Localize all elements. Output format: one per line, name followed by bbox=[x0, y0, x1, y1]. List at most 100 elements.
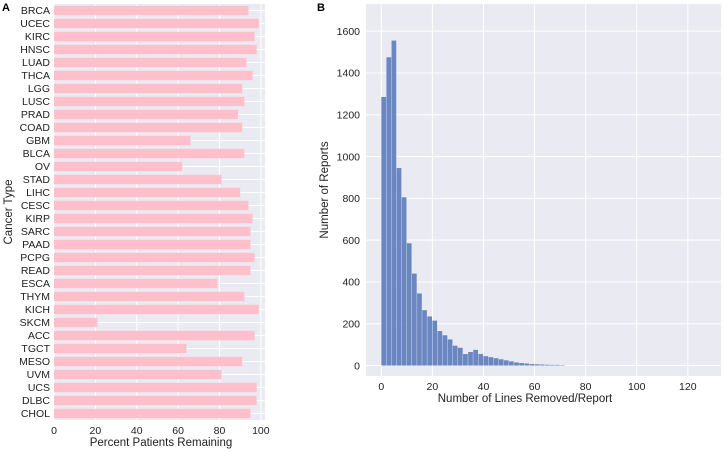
histogram-bar bbox=[473, 349, 478, 366]
bar-coad bbox=[54, 122, 243, 133]
y-tick-label-b: 600 bbox=[342, 235, 360, 247]
bar-esca bbox=[54, 278, 218, 289]
y-tick-label-a: THYM bbox=[20, 291, 50, 303]
y-tick-label-a: UVM bbox=[27, 369, 50, 381]
y-tick-label-b: 800 bbox=[342, 193, 360, 205]
histogram-bar bbox=[447, 339, 453, 366]
bar-dlbc bbox=[54, 395, 257, 406]
x-tick-labels-b: 0 20 40 60 80 100 120 bbox=[378, 381, 696, 393]
y-tick-labels-b: 0 200 400 600 800 1000 1200 1400 1600 bbox=[337, 26, 361, 372]
bar-sarc bbox=[54, 226, 251, 237]
y-tick-label-a: LUAD bbox=[22, 57, 50, 69]
y-tick-label-b: 1600 bbox=[337, 26, 361, 38]
y-tick-label-b: 1400 bbox=[337, 68, 361, 80]
bar-meso bbox=[54, 356, 243, 367]
histogram-bar bbox=[422, 310, 427, 366]
y-tick-label-a: LGG bbox=[28, 83, 50, 95]
histogram-bar bbox=[519, 363, 524, 366]
y-tick-label-a: TGCT bbox=[21, 343, 50, 355]
chart-panel-b: 0 200 400 600 800 1000 1200 1400 1600 0 20 40 60 80 1… bbox=[319, 4, 721, 405]
y-tick-label-a: READ bbox=[21, 265, 51, 277]
bar-pcpg bbox=[54, 252, 255, 263]
y-tick-label-a: KIRC bbox=[25, 31, 51, 43]
y-tick-label-a: LIHC bbox=[26, 187, 50, 199]
histogram-bar bbox=[554, 364, 560, 366]
bar-tgct bbox=[54, 343, 187, 354]
bar-lusc bbox=[54, 96, 245, 107]
chart-panel-a: BRCAUCECKIRCHNSCLUADTHCALGGLUSCPRADCOADG… bbox=[3, 4, 270, 449]
y-tick-label-a: DLBC bbox=[22, 395, 50, 407]
y-tick-label-a: OV bbox=[35, 161, 50, 173]
y-tick-label-a: BLCA bbox=[23, 148, 50, 160]
bar-cesc bbox=[54, 200, 249, 211]
bars-b bbox=[381, 40, 565, 366]
histogram-bar bbox=[478, 354, 484, 366]
bar-ucec bbox=[54, 18, 259, 29]
histogram-bar bbox=[437, 331, 443, 366]
bar-gbm bbox=[54, 135, 191, 146]
y-tick-label-a: PCPG bbox=[20, 252, 50, 264]
bar-hnsc bbox=[54, 44, 257, 55]
histogram-bar bbox=[391, 40, 397, 366]
bar-kirp bbox=[54, 213, 253, 224]
y-tick-label-a: ACC bbox=[28, 330, 51, 342]
x-tick-label-b: 100 bbox=[628, 381, 646, 393]
x-tick-label-a: 20 bbox=[90, 425, 102, 437]
y-tick-label-a: PAAD bbox=[22, 239, 50, 251]
bar-lgg bbox=[54, 83, 243, 94]
bar-kirc bbox=[54, 31, 255, 42]
bar-chol bbox=[54, 408, 251, 419]
bar-paad bbox=[54, 239, 251, 250]
x-tick-label-a: 80 bbox=[214, 425, 226, 437]
histogram-bar bbox=[514, 362, 519, 366]
histogram-bar bbox=[539, 364, 545, 366]
histogram-bar bbox=[406, 243, 412, 366]
bar-skcm bbox=[54, 317, 98, 328]
bar-read bbox=[54, 265, 251, 276]
histogram-bar bbox=[411, 273, 417, 366]
y-tick-label-b: 0 bbox=[354, 360, 360, 372]
x-tick-label-a: 0 bbox=[51, 425, 57, 437]
histogram-bar bbox=[483, 356, 489, 366]
histogram-bar bbox=[544, 364, 550, 366]
y-tick-label-a: KICH bbox=[25, 304, 50, 316]
y-tick-label-a: KIRP bbox=[25, 213, 50, 225]
y-tick-label-a: HNSC bbox=[20, 44, 50, 56]
x-tick-label-b: 40 bbox=[478, 381, 490, 393]
grid-b bbox=[366, 4, 721, 376]
histogram-bar bbox=[534, 364, 540, 366]
histogram-bar bbox=[442, 335, 448, 366]
histogram-bar bbox=[498, 359, 504, 366]
y-tick-label-a: MESO bbox=[19, 356, 50, 368]
x-axis-title-b: Number of Lines Removed/Report bbox=[438, 393, 613, 405]
y-tick-label-a: SARC bbox=[21, 226, 51, 238]
y-tick-label-b: 200 bbox=[342, 318, 360, 330]
y-tick-label-a: THCA bbox=[21, 70, 50, 82]
y-tick-label-a: ESCA bbox=[21, 278, 50, 290]
x-tick-label-a: 100 bbox=[252, 425, 270, 437]
bar-ucs bbox=[54, 382, 257, 393]
histogram-bar bbox=[417, 293, 422, 366]
bar-stad bbox=[54, 174, 222, 185]
y-tick-label-a: BRCA bbox=[21, 5, 50, 17]
histogram-bar bbox=[524, 363, 530, 366]
bar-acc bbox=[54, 330, 255, 341]
y-tick-label-a: COAD bbox=[20, 122, 51, 134]
y-axis-title-b: Number of Reports bbox=[319, 141, 331, 238]
histogram-bar bbox=[386, 57, 392, 366]
histogram-bar bbox=[401, 197, 407, 366]
y-tick-label-a: UCS bbox=[28, 382, 50, 394]
histogram-bar bbox=[427, 316, 433, 366]
bar-thca bbox=[54, 70, 253, 81]
x-tick-label-b: 80 bbox=[580, 381, 592, 393]
bar-lihc bbox=[54, 187, 241, 198]
histogram-bar bbox=[529, 364, 535, 366]
y-tick-label-a: STAD bbox=[23, 174, 51, 186]
histogram-bar bbox=[463, 354, 468, 366]
y-axis-title-a: Cancer Type bbox=[3, 180, 15, 245]
x-tick-label-b: 0 bbox=[378, 381, 384, 393]
y-tick-label-b: 1000 bbox=[337, 151, 361, 163]
y-tick-label-a: LUSC bbox=[22, 96, 50, 108]
histogram-bar bbox=[549, 364, 555, 366]
histogram-bar bbox=[381, 97, 387, 366]
